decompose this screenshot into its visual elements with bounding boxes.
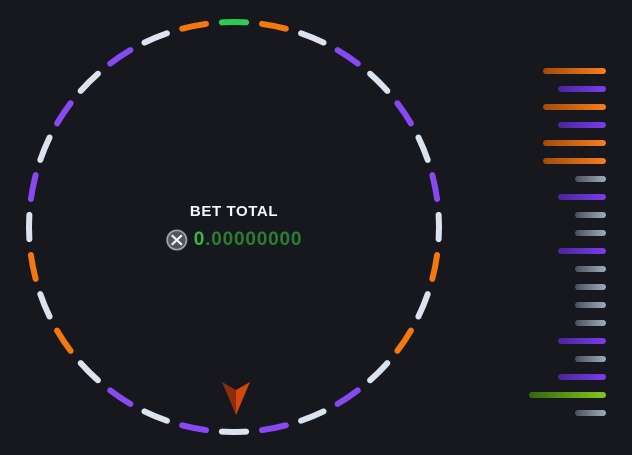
wheel-segment-dash	[367, 360, 391, 384]
result-bar	[575, 284, 606, 290]
result-bar	[575, 356, 606, 362]
result-bar	[558, 248, 606, 254]
wheel-segment-dash	[77, 70, 101, 94]
wheel-segment-dash	[394, 327, 414, 354]
wheel-segment-dash	[429, 172, 441, 202]
wheel-segment-dash	[141, 30, 170, 46]
result-bar	[558, 86, 606, 92]
bet-amount-decimals: .00000000	[205, 229, 303, 250]
result-bar	[543, 104, 606, 110]
wheel-segment-dash	[367, 70, 391, 94]
wheel-segment-dash	[259, 422, 289, 434]
result-bar	[575, 320, 606, 326]
bet-amount-row: 0.00000000	[166, 229, 302, 251]
result-bar	[529, 392, 606, 398]
result-bar	[558, 194, 606, 200]
wheel-segment-dash	[394, 100, 414, 127]
wheel-segment-dash	[179, 20, 209, 32]
wheel-dashes	[25, 18, 443, 436]
wheel-segment-dash	[77, 360, 101, 384]
wheel-segment-dash	[179, 422, 209, 434]
result-bar	[575, 176, 606, 182]
bet-total-label: BET TOTAL	[189, 203, 279, 220]
bet-amount: 0.00000000	[194, 229, 302, 251]
result-bar	[558, 338, 606, 344]
wheel-segment-dash	[415, 291, 431, 320]
result-bar	[575, 302, 606, 308]
result-bar	[575, 266, 606, 272]
result-bar	[575, 212, 606, 218]
wheel-segment-dash	[334, 387, 361, 407]
wheel-segment-dash	[259, 20, 289, 32]
result-bar	[558, 374, 606, 380]
wheel-segment-dash	[415, 134, 431, 163]
wheel-segment-dash	[107, 387, 134, 407]
results-history	[520, 60, 615, 430]
wheel-segment-dash	[334, 47, 361, 67]
wheel-segment-dash	[54, 327, 74, 354]
wheel-segment-dash	[107, 47, 134, 67]
bet-amount-whole: 0	[193, 229, 206, 250]
wheel-segment-dash	[27, 172, 39, 202]
wheel-pointer-icon	[222, 382, 250, 415]
wheel-segment-dash	[298, 30, 327, 46]
wheel-segment-dash	[141, 408, 170, 424]
result-bar	[543, 140, 606, 146]
result-bar	[575, 410, 606, 416]
wheel-segment-dash	[37, 291, 53, 320]
bet-total-block: BET TOTAL 0.00000000	[166, 203, 302, 251]
result-bar	[558, 122, 606, 128]
result-bar	[575, 230, 606, 236]
result-bar	[543, 68, 606, 74]
wheel-segment-dash	[54, 100, 74, 127]
xrp-coin-icon	[166, 229, 188, 251]
wheel-segment-dash	[27, 252, 39, 282]
result-bar	[543, 158, 606, 164]
wheel-segment-dash	[37, 134, 53, 163]
wheel-segment-dash	[298, 408, 327, 424]
wheel-segment-dash	[429, 252, 441, 282]
